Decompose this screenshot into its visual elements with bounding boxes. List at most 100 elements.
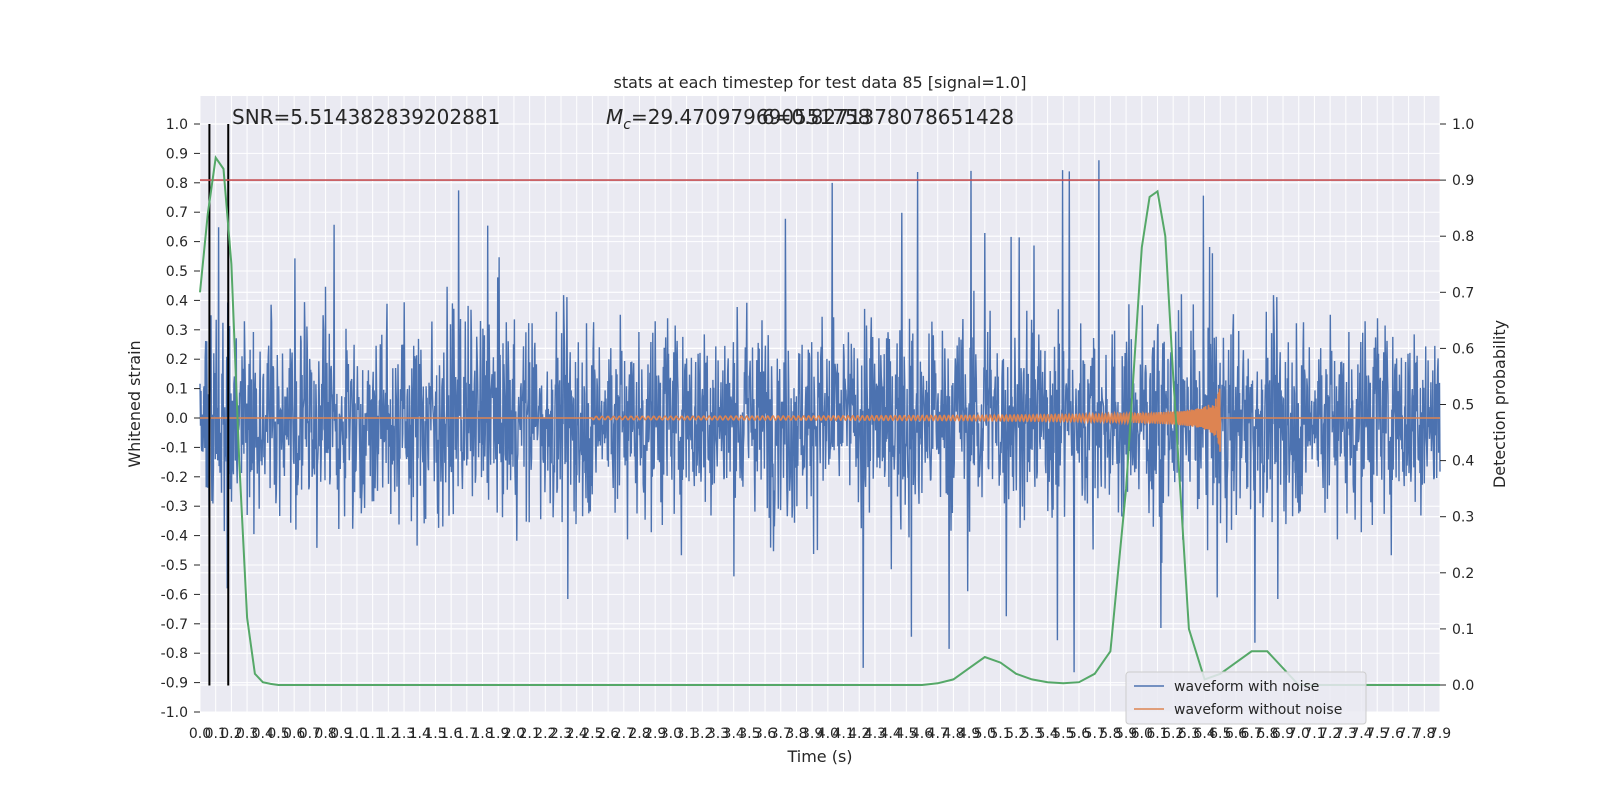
y-tick-label-left: -0.1 [161,440,188,456]
x-tick-label: 7.2 [1319,726,1341,742]
y-axis-right-label: Detection probability [1490,320,1509,488]
series-detection-probability [199,155,1440,686]
x-tick-label: 6.6 [1225,726,1247,742]
x-tick-label: 4.7 [927,726,949,742]
legend: waveform with noise waveform without noi… [1125,671,1367,725]
x-tick-label: 3.4 [723,726,745,742]
x-tick-label: 5.9 [1115,726,1137,742]
x-tick-label: 2.4 [566,726,588,742]
x-tick-label: 7.5 [1366,726,1388,742]
x-tick-label: 5.0 [974,726,996,742]
x-tick-label: 1.1 [362,726,384,742]
snr-annotation: SNR=5.514382839202881 [232,105,500,129]
x-tick-label: 6.4 [1193,726,1215,742]
y-tick-label-left: 0.0 [166,411,188,427]
x-tick-label: 0.6 [283,726,305,742]
y-axis-left-ticks: 1.0 0.9 0.8 0.7 0.6 0.5 0.4 0.3 0.2 0.1 0.0 -0.1 -0.… [161,117,200,721]
x-tick-label: 6.7 [1241,726,1263,742]
x-tick-label: 5.3 [1021,726,1043,742]
y-tick-label-left: -0.2 [161,470,188,486]
series-waveform-without-noise [200,388,1440,452]
x-tick-label: 6.3 [1178,726,1200,742]
y-axis-left-label: Whitened strain [125,340,144,467]
x-tick-label: 2.0 [503,726,525,742]
x-tick-label: 0.9 [330,726,352,742]
x-tick-label: 4.2 [848,726,870,742]
y-tick-label-left: 1.0 [166,117,188,133]
y-tick-label-left: 0.7 [166,205,188,221]
x-tick-label: 6.5 [1209,726,1231,742]
x-tick-label: 7.8 [1413,726,1435,742]
x-tick-label: 0.3 [236,726,258,742]
y-tick-label-left: 0.5 [166,264,188,280]
x-tick-label: 2.1 [518,726,540,742]
y-tick-label-right: 0.0 [1452,678,1474,694]
x-tick-label: 3.1 [675,726,697,742]
y-tick-label-left: 0.1 [166,382,188,398]
chirp-mass-annotation: Mc=29.470979690551758 [606,105,870,133]
x-tick-label: 7.0 [1288,726,1310,742]
x-tick-label: 2.8 [628,726,650,742]
y-tick-label-right: 0.2 [1452,566,1474,582]
chirp-mass-symbol: M [606,105,623,129]
y-tick-label-left: 0.3 [166,323,188,339]
chirp-mass-subscript: c [623,117,631,133]
x-tick-label: 2.5 [581,726,603,742]
x-tick-label: 3.5 [738,726,760,742]
y-tick-label-right: 0.5 [1452,398,1474,414]
y-tick-label-left: 0.8 [166,176,188,192]
x-tick-label: 2.6 [597,726,619,742]
x-tick-label: 4.3 [864,726,886,742]
chirp-trace [200,388,1440,452]
x-tick-label: 2.3 [550,726,572,742]
x-tick-label: 1.3 [393,726,415,742]
y-tick-label-left: -0.9 [161,676,188,692]
y-tick-label-right: 1.0 [1452,117,1474,133]
x-tick-label: 7.3 [1335,726,1357,742]
chirp-mass-value: =29.470979690551758 [631,105,870,129]
x-tick-label: 7.4 [1350,726,1372,742]
legend-label-noise: waveform with noise [1174,679,1319,695]
series-waveform-with-noise [199,160,1441,673]
overlap-annotation: 6=0.8271378078651428 [762,105,1014,129]
x-tick-label: 1.0 [346,726,368,742]
x-tick-label: 6.9 [1272,726,1294,742]
x-tick-label: 7.1 [1303,726,1325,742]
x-tick-label: 6.1 [1146,726,1168,742]
y-tick-label-right: 0.1 [1452,622,1474,638]
y-tick-label-left: -0.6 [161,587,188,603]
x-tick-label: 1.7 [456,726,478,742]
x-tick-label: 0.8 [314,726,336,742]
x-tick-label: 5.2 [1005,726,1027,742]
x-tick-label: 1.9 [487,726,509,742]
x-tick-label: 4.5 [895,726,917,742]
x-tick-label: 1.4 [409,726,431,742]
x-tick-label: 3.9 [801,726,823,742]
x-tick-label: 3.7 [770,726,792,742]
y-tick-label-left: -0.3 [161,499,188,515]
noise-trace [199,160,1441,673]
y-tick-label-left: 0.6 [166,235,188,251]
x-tick-label: 0.2 [220,726,242,742]
y-tick-label-left: -0.7 [161,617,188,633]
x-tick-label: 5.7 [1084,726,1106,742]
x-tick-label: 4.9 [958,726,980,742]
x-tick-label: 0.4 [252,726,274,742]
y-tick-label-left: -0.8 [161,646,188,662]
y-tick-label-right: 0.8 [1452,229,1474,245]
x-tick-label: 5.5 [1052,726,1074,742]
x-tick-label: 5.6 [1068,726,1090,742]
x-tick-label: 0.5 [267,726,289,742]
x-tick-label: 7.7 [1397,726,1419,742]
x-tick-label: 2.2 [534,726,556,742]
x-tick-label: 2.9 [644,726,666,742]
x-tick-label: 4.8 [942,726,964,742]
y-tick-label-right: 0.9 [1452,173,1474,189]
y-tick-label-right: 0.6 [1452,341,1474,357]
y-tick-label-right: 0.4 [1452,454,1474,470]
x-axis-ticks: 0.00.10.20.30.40.50.60.70.80.91.01.11.21… [189,726,1451,742]
legend-box [1125,671,1367,725]
x-tick-label: 6.2 [1162,726,1184,742]
y-axis-right-ticks: 1.0 0.9 0.8 0.7 0.6 0.5 0.4 0.3 0.2 0.1 0.0 [1440,117,1474,694]
